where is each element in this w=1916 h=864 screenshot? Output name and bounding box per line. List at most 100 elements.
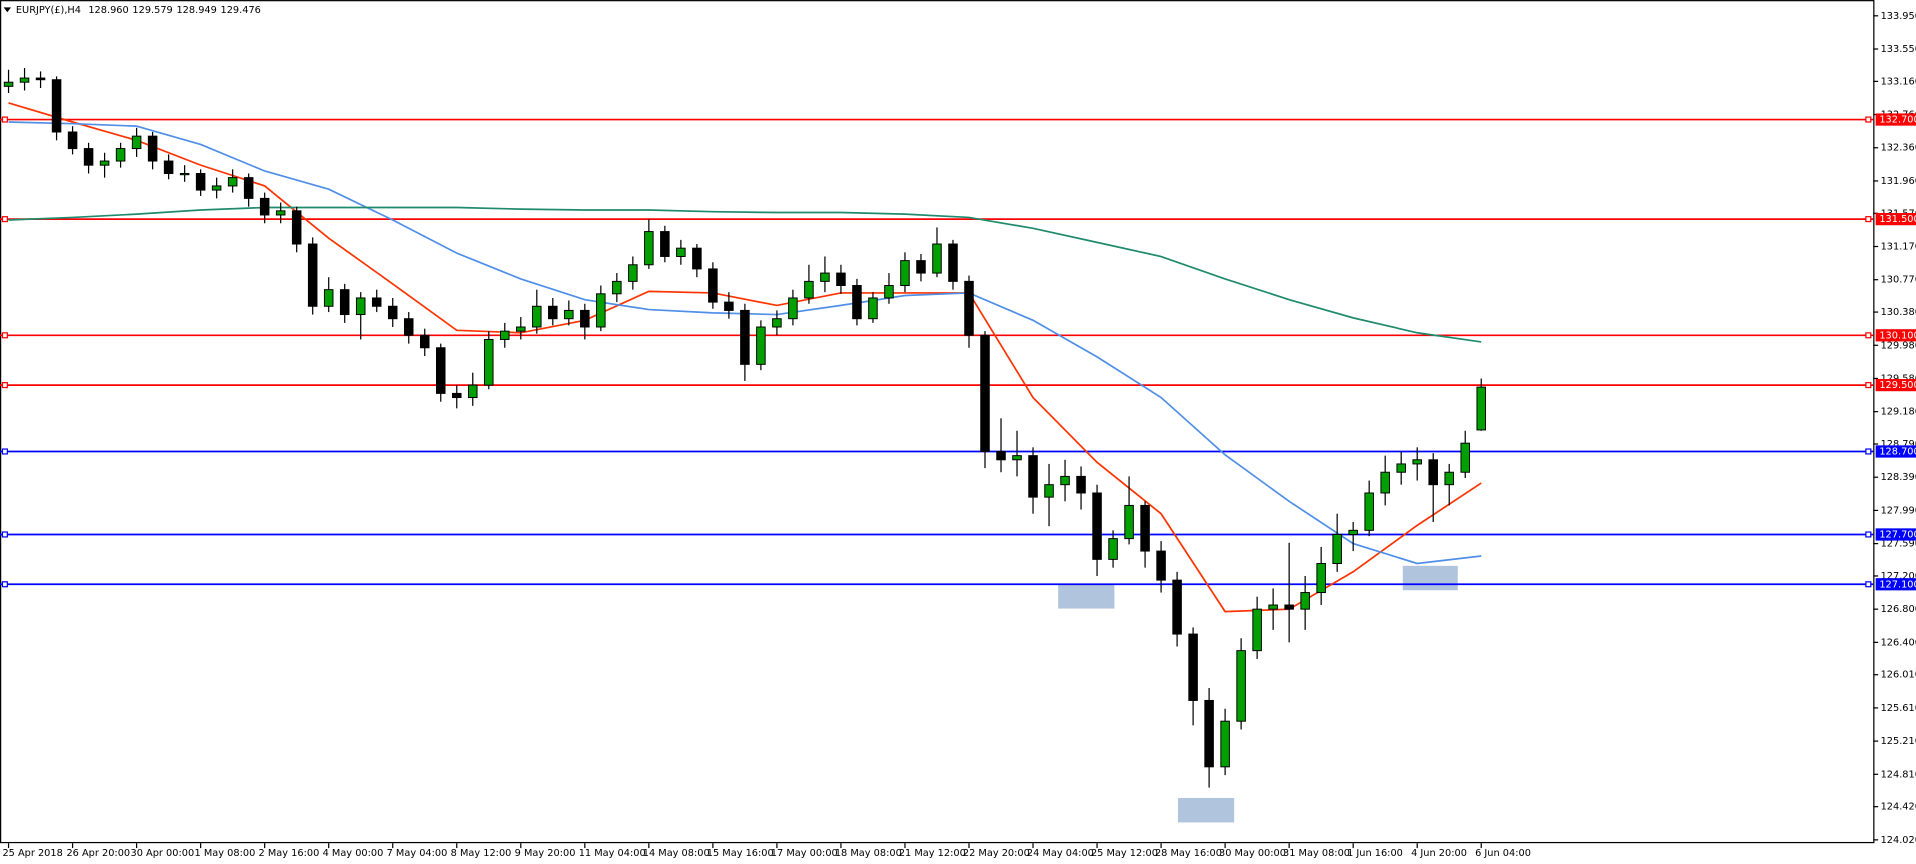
candle-body — [1204, 699, 1214, 768]
x-tick-label: 25 Apr 2018 — [2, 848, 62, 859]
candle-body — [564, 309, 574, 320]
level-label: 129.500 — [1879, 380, 1916, 391]
y-tick-label: 126.400 — [1881, 637, 1916, 648]
candle-body — [596, 293, 606, 328]
candle-body — [1460, 442, 1470, 473]
header-value: 129.579 — [132, 5, 172, 16]
candle-body — [1476, 386, 1486, 431]
candle-body — [1300, 592, 1310, 610]
candle-body — [932, 243, 942, 274]
level-label-box — [1875, 329, 1916, 342]
y-tick-label: 129.980 — [1881, 340, 1916, 351]
level-label-box — [1875, 113, 1916, 126]
level-label-box — [1875, 528, 1916, 541]
y-tick-label: 131.170 — [1881, 242, 1916, 253]
moving-average — [8, 102, 1482, 613]
level-label: 127.100 — [1879, 579, 1916, 590]
y-tick-label: 124.420 — [1881, 802, 1916, 813]
candle-body — [516, 326, 526, 332]
y-tick-label: 130.770 — [1881, 275, 1916, 286]
candle-body — [67, 131, 78, 150]
candle-body — [788, 297, 798, 320]
level-marker — [1865, 382, 1872, 389]
candle-body — [1108, 538, 1118, 560]
candle-body — [964, 280, 974, 336]
header-value: 128.960 — [88, 5, 128, 16]
candle-body — [1444, 471, 1454, 486]
x-tick-label: 4 May 00:00 — [323, 848, 384, 859]
candle-body — [339, 289, 350, 316]
candle-body — [403, 318, 414, 336]
candle-body — [756, 326, 766, 365]
zone — [1058, 584, 1115, 609]
candle-body — [1028, 455, 1038, 498]
level-label-box — [1875, 445, 1916, 458]
header-value: 128.949 — [176, 5, 216, 16]
level-label: 132.700 — [1879, 115, 1916, 126]
candle-body — [644, 231, 654, 266]
candle-body — [1156, 550, 1166, 581]
candle-body — [211, 185, 222, 191]
candle-body — [3, 81, 14, 87]
candle-body — [996, 450, 1006, 461]
x-tick-label: 18 May 08:00 — [835, 848, 902, 859]
level-marker — [1, 116, 8, 123]
candle-body — [772, 318, 782, 328]
candle-body — [371, 297, 382, 307]
x-tick-label: 26 Apr 20:00 — [66, 848, 130, 859]
x-tick-label: 1 May 08:00 — [195, 848, 256, 859]
candle-body — [660, 231, 670, 257]
candle-body — [179, 172, 190, 176]
candle-body — [1412, 459, 1422, 465]
level-label-box — [1875, 378, 1916, 392]
x-tick-label: 4 Jun 20:00 — [1411, 848, 1467, 859]
x-tick-label: 21 May 12:00 — [899, 848, 966, 859]
plot-frame — [0, 0, 1875, 844]
candle-body — [435, 347, 446, 394]
y-tick-label: 133.160 — [1881, 76, 1916, 87]
level-marker — [1865, 116, 1872, 123]
candle-body — [99, 160, 110, 166]
candle-body — [147, 135, 158, 162]
zone — [1402, 565, 1458, 591]
x-tick-label: 1 Jun 16:00 — [1347, 848, 1403, 859]
candle-body — [1092, 492, 1102, 560]
candle-body — [51, 79, 62, 133]
x-tick-label: 9 May 20:00 — [515, 848, 576, 859]
candle-body — [243, 177, 254, 199]
level-marker — [1, 448, 8, 455]
x-tick-label: 7 May 04:00 — [387, 848, 448, 859]
candle-body — [484, 338, 494, 386]
candle-body — [740, 309, 750, 365]
candle-body — [1268, 604, 1278, 610]
candle-body — [884, 285, 894, 299]
x-tick-label: 30 Apr 00:00 — [131, 848, 195, 859]
x-tick-label: 11 May 04:00 — [579, 848, 646, 859]
x-tick-label: 24 May 04:00 — [1027, 848, 1094, 859]
x-tick-label: 30 May 00:00 — [1219, 848, 1286, 859]
x-tick-label: 14 May 08:00 — [643, 848, 710, 859]
candle-body — [1364, 492, 1374, 531]
candle-body — [1332, 533, 1342, 565]
candle-body — [676, 247, 686, 257]
y-tick-label: 128.790 — [1881, 439, 1916, 450]
menu-icon[interactable] — [3, 7, 11, 13]
candle-body — [628, 264, 638, 282]
candle-body — [1252, 608, 1262, 652]
y-tick-label: 126.800 — [1881, 604, 1916, 615]
level-marker — [1, 382, 8, 389]
y-tick-label: 129.180 — [1881, 407, 1916, 418]
candle-body — [1076, 475, 1086, 494]
candle-body — [980, 334, 990, 452]
candle-body — [900, 260, 910, 287]
header-value: 129.476 — [221, 5, 261, 16]
candle-body — [852, 285, 862, 320]
candle-body — [195, 172, 206, 191]
candle-body — [451, 392, 462, 399]
level-marker — [1865, 448, 1872, 455]
zone — [1177, 797, 1235, 823]
level-marker — [1, 332, 8, 339]
symbol: EURJPY(£),H4 — [16, 5, 81, 16]
level-label: 128.700 — [1879, 446, 1916, 457]
